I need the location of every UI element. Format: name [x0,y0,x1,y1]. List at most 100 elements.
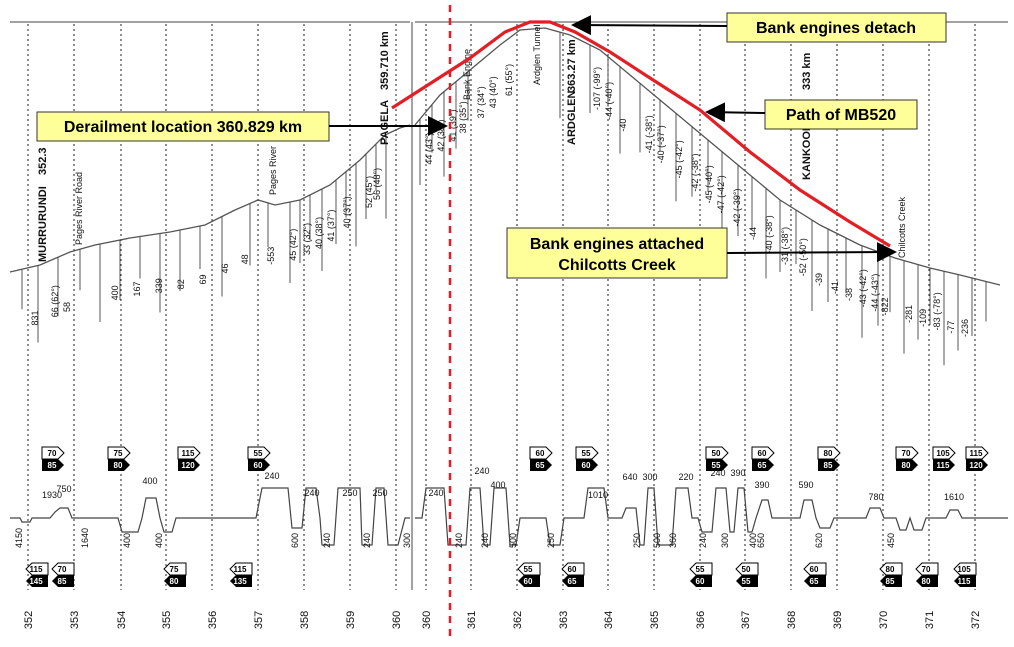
km-tick-label: 358 [299,611,311,629]
speed-sign-value: 65 [758,461,767,470]
gradient-label: 40 (37°) [342,196,352,228]
curve-value-label: 240 [322,533,332,548]
gradient-label: -107 (-99°) [592,67,602,110]
speed-sign-value: 80 [170,577,179,586]
mb520-path-line [391,20,891,248]
curve-value-label: 300 [720,533,730,548]
speed-sign-value: 55 [254,449,263,458]
curve-value-label: 240 [698,533,708,548]
speed-sign-value: 85 [48,461,57,470]
gradient-label: -45 (-40°) [704,165,714,203]
gradient-label: -553 [266,247,276,265]
gradient-label: 38 (35°) [458,101,468,133]
gradient-label: 831 [30,310,40,325]
curve-value-label: 590 [798,480,813,490]
speed-sign-value: 55 [524,565,533,574]
speed-sign-value: 60 [810,565,819,574]
curve-value-label: 400 [142,476,157,486]
speed-sign-value: 60 [524,577,533,586]
curvature-diagram [10,487,1008,546]
gradient-label: 44 (43°) [424,132,434,164]
curve-value-label: 1930 [42,490,62,500]
curve-value-label: 390 [730,468,745,478]
km-tick-label: 361 [466,611,478,629]
curve-value-label: 390 [754,480,769,490]
km-tick-label: 366 [695,611,707,629]
gradient-label: 82 [176,279,186,289]
speed-sign-value: 50 [712,449,721,458]
speed-sign-value: 85 [58,577,67,586]
gradient-label: -45 (-42°) [674,140,684,178]
label-pages-river-road: Pages River Road [74,172,84,245]
curve-value-label: 240 [454,533,464,548]
curve-value-label: 4150 [14,528,24,548]
speed-sign-value: 80 [886,565,895,574]
gradient-label: 41 (37°) [326,210,336,242]
callout-bank-attach-line2: Chilcotts Creek [558,257,675,274]
speed-sign-value: 115 [937,461,950,470]
km-tick-label: 370 [878,611,890,629]
speed-sign-value: 55 [582,449,591,458]
speed-sign-value: 60 [696,577,705,586]
gradient-label: 167 [132,281,142,296]
callout-derailment-location: Derailment location 360.829 km [36,111,448,142]
callout-derailment-text: Derailment location 360.829 km [64,119,302,136]
curve-value-label: 1610 [944,492,964,502]
gradient-label: -47 (-42°) [716,175,726,213]
gradient-label: -43 (-42°) [858,269,868,307]
km-tick-label: 360 [391,611,403,629]
gradient-label: -40 (-38°) [764,215,774,253]
curve-value-label: 240 [710,468,725,478]
gradient-label: -822 [880,297,890,315]
station-pagela-km: 359.710 km [379,31,391,90]
curve-value-label: 400 [748,533,758,548]
km-tick-label: 356 [207,611,219,629]
speed-sign-value: 80 [114,461,123,470]
gradient-label: 37 (34°) [476,86,486,118]
speed-sign-value: 80 [922,577,931,586]
curve-value-label: 640 [622,472,637,482]
gradient-label: -44 (-43°) [870,274,880,312]
speed-sign-value: 105 [957,565,971,574]
gradient-label: 56 (48°) [372,168,382,200]
curve-value-label: 600 [290,533,300,548]
km-tick-label: 368 [786,611,798,629]
speed-sign-value: 120 [181,461,195,470]
gradient-label: -42 (-38°) [690,154,700,192]
curve-value-label: 400 [154,533,164,548]
callout-path-text: Path of MB520 [786,107,896,124]
station-pagela: PAGELA [379,100,391,145]
gradient-label: 45 (42°) [288,229,298,261]
gradient-label: 61 (55°) [504,64,514,96]
curve-value-label: 250 [546,533,556,548]
callout-bank-detach-arrow [571,15,728,36]
gradient-label: 46 [220,263,230,273]
gradient-label: -236 [960,319,970,337]
km-tick-label: 369 [832,611,844,629]
station-kankool-km: 333 km [801,52,813,90]
speed-sign-value: 75 [170,565,179,574]
gradient-label: -44 (-40°) [604,82,614,120]
speed-sign-value: 60 [582,461,591,470]
curve-value-label: 500 [652,533,662,548]
curve-value-label: 650 [756,533,766,548]
gradient-label: -77 [946,321,956,334]
speed-sign-value: 60 [758,449,767,458]
station-murrurundi: MURRURUNDI [37,186,49,262]
label-bank-engine: Bank Engine [462,49,472,100]
gradient-label: -52 (-50°) [798,238,808,276]
